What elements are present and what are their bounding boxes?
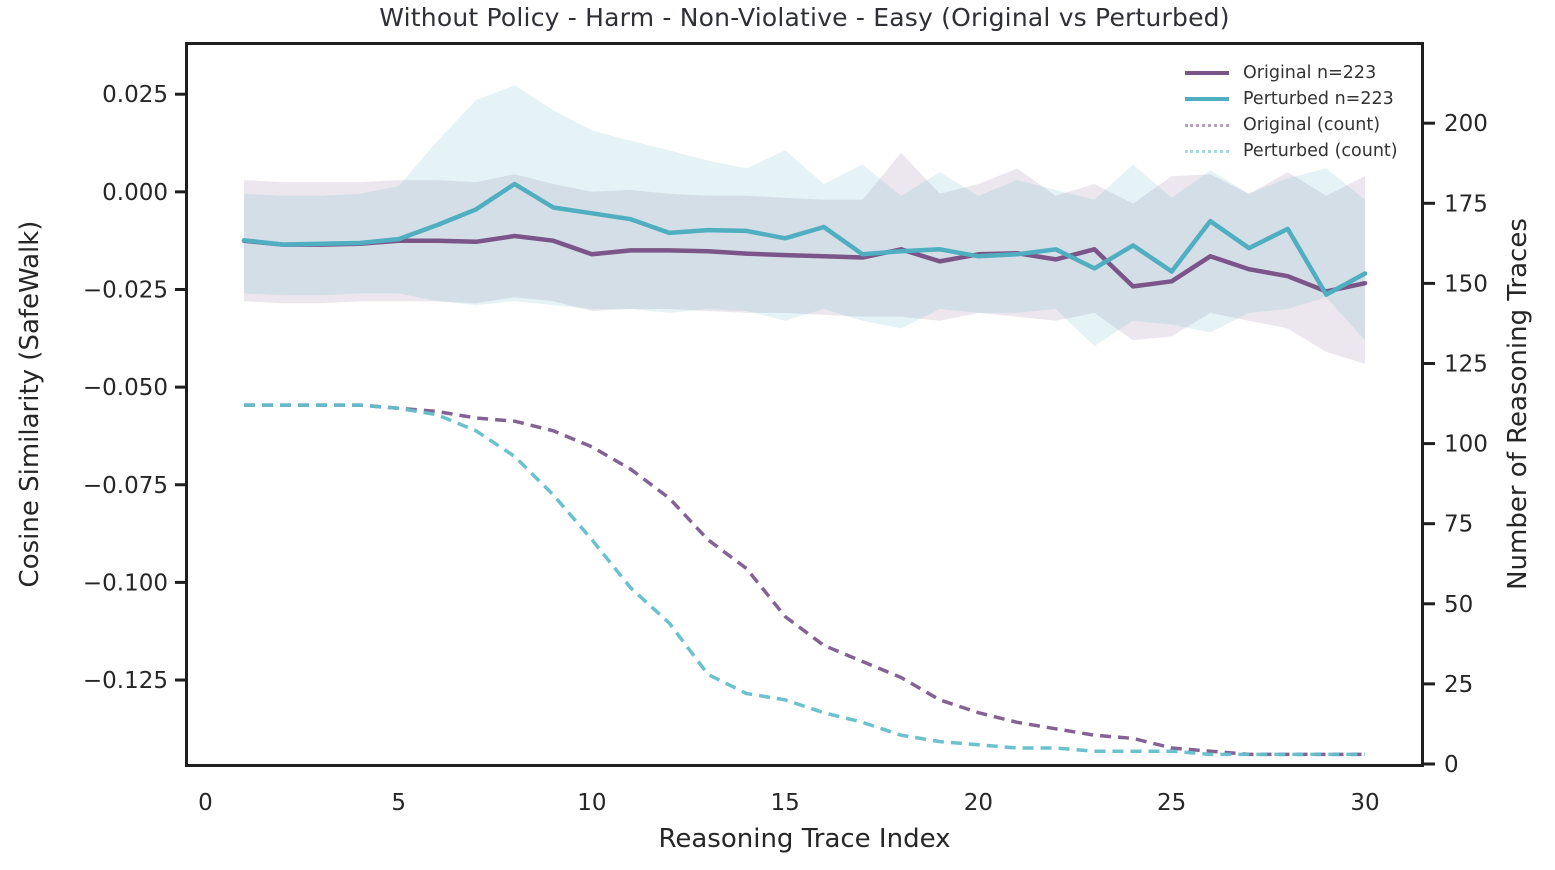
legend-item-perturbed: Perturbed n=223 xyxy=(1185,86,1398,112)
legend-item-original: Original n=223 xyxy=(1185,60,1398,86)
series-perturbed-count- xyxy=(244,403,1365,757)
x-axis-label: Reasoning Trace Index xyxy=(658,824,951,854)
band-perturbed-n-223 xyxy=(244,85,1365,347)
right-tick-label: 125 xyxy=(1444,351,1488,377)
left-tick-label: −0.050 xyxy=(83,375,168,401)
right-tick-label: 100 xyxy=(1444,432,1488,458)
left-tick-label: −0.125 xyxy=(83,668,168,694)
left-tick-label: 0.000 xyxy=(102,180,168,206)
legend-item-original-count: Original (count) xyxy=(1185,112,1398,138)
right-tick-label: 75 xyxy=(1444,512,1473,538)
x-tick-label: 10 xyxy=(577,790,606,816)
left-tick-label: 0.025 xyxy=(102,82,168,108)
x-tick-label: 0 xyxy=(198,790,213,816)
series-original-count- xyxy=(244,403,1365,757)
series-perturbed-n-223 xyxy=(241,181,1368,297)
right-tick-label: 150 xyxy=(1444,271,1488,297)
legend-line-original-count xyxy=(1185,123,1229,127)
right-tick-label: 175 xyxy=(1444,191,1488,217)
legend-label: Perturbed n=223 xyxy=(1243,89,1394,109)
legend-label: Perturbed (count) xyxy=(1243,141,1398,161)
right-tick-label: 25 xyxy=(1444,672,1473,698)
legend-line-perturbed xyxy=(1185,97,1229,101)
legend-label: Original (count) xyxy=(1243,115,1381,135)
x-tick-label: 25 xyxy=(1157,790,1186,816)
legend-line-original xyxy=(1185,71,1229,75)
left-tick-label: −0.025 xyxy=(83,277,168,303)
x-tick-label: 30 xyxy=(1350,790,1379,816)
y-axis-right-label: Number of Reasoning Traces xyxy=(1503,218,1533,590)
series-original-n-223 xyxy=(241,233,1368,294)
left-tick-label: −0.075 xyxy=(83,473,168,499)
chart-title: Without Policy - Harm - Non-Violative - … xyxy=(379,3,1230,32)
y-axis-left-label: Cosine Similarity (SafeWalk) xyxy=(15,220,45,588)
legend-label: Original n=223 xyxy=(1243,63,1377,83)
x-tick-label: 15 xyxy=(771,790,800,816)
band-original-n-223 xyxy=(244,152,1365,364)
right-tick-label: 0 xyxy=(1444,752,1459,778)
legend-item-perturbed-count: Perturbed (count) xyxy=(1185,138,1398,164)
legend-line-perturbed-count xyxy=(1185,149,1229,153)
plot-border xyxy=(185,42,1424,767)
x-tick-label: 20 xyxy=(964,790,993,816)
right-tick-label: 200 xyxy=(1444,111,1488,137)
legend: Original n=223 Perturbed n=223 Original … xyxy=(1185,60,1398,164)
left-tick-label: −0.100 xyxy=(83,570,168,596)
right-tick-label: 50 xyxy=(1444,592,1473,618)
x-tick-label: 5 xyxy=(391,790,406,816)
